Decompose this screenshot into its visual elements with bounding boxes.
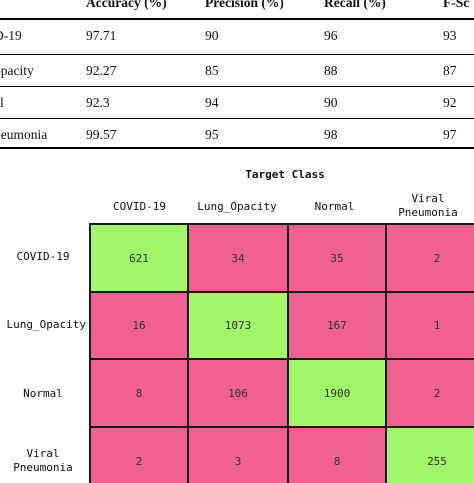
matrix-cell: 1900 — [287, 358, 387, 428]
metrics-table: Accuracy (%) Precision (%) Recall (%) F-… — [0, 0, 474, 150]
matrix-cell-value: 2 — [433, 251, 441, 265]
row-divider — [0, 86, 474, 87]
column-label-normal: Normal — [314, 200, 355, 213]
table-top-rule — [0, 18, 474, 20]
column-label-viral-pneumonia: Viral Pneumonia — [382, 192, 474, 220]
covid-accuracy: 97.71 — [86, 28, 117, 43]
matrix-cell-value: 16 — [132, 319, 146, 332]
header-accuracy: Accuracy (%) — [86, 0, 167, 10]
matrix-cell: 3 — [187, 426, 289, 483]
normal-precision: 94 — [205, 95, 219, 110]
header-precision: Precision (%) — [205, 0, 284, 10]
viral-pneumonia-accuracy: 99.57 — [86, 127, 117, 142]
matrix-cell-value: 8 — [135, 386, 143, 400]
row-label-lung-opacity: opacity — [0, 63, 34, 78]
row-label-normal: al — [0, 95, 4, 110]
normal-fscore: 92 — [443, 95, 457, 110]
row-label-normal-cm: Normal — [23, 387, 63, 400]
matrix-cell-value: 1 — [433, 319, 441, 332]
matrix-cell: 1073 — [187, 291, 289, 360]
row-label-viral-pneumonia: neumonia — [0, 127, 48, 142]
covid-fscore: 93 — [443, 28, 457, 43]
matrix-cell-value: 255 — [427, 454, 447, 468]
viral-pneumonia-fscore: 97 — [443, 127, 457, 142]
column-label-covid: COVID-19 — [113, 200, 166, 213]
confusion-matrix-title: Target Class — [245, 168, 325, 181]
table-bottom-rule — [0, 147, 474, 149]
row-label-covid: D-19 — [0, 28, 22, 43]
matrix-cell-value: 1073 — [224, 319, 252, 332]
matrix-cell-value: 106 — [228, 386, 248, 400]
normal-recall: 90 — [324, 95, 338, 110]
matrix-cell: 8 — [89, 358, 189, 428]
matrix-cell: 167 — [287, 291, 387, 360]
viral-pneumonia-recall: 98 — [324, 127, 338, 142]
lung-opacity-fscore: 87 — [443, 63, 457, 78]
row-divider — [0, 118, 474, 119]
row-label-lung-opacity-cm: Lung_Opacity — [0, 318, 86, 332]
covid-precision: 90 — [205, 28, 219, 43]
matrix-cell-value: 2 — [433, 386, 441, 400]
header-fscore: F-Sc — [443, 0, 470, 10]
matrix-cell-value: 8 — [333, 454, 341, 468]
matrix-cell: 255 — [385, 426, 474, 483]
row-label-covid-cm: COVID-19 — [16, 250, 70, 263]
matrix-cell: 1 — [385, 291, 474, 360]
header-recall: Recall (%) — [324, 0, 386, 10]
matrix-cell-value: 34 — [231, 251, 245, 265]
viral-pneumonia-precision: 95 — [205, 127, 219, 142]
covid-recall: 96 — [324, 28, 338, 43]
matrix-cell: 8 — [287, 426, 387, 483]
matrix-cell: 106 — [187, 358, 289, 428]
matrix-cell: 34 — [187, 223, 289, 293]
matrix-cell-value: 1900 — [323, 386, 351, 400]
matrix-cell: 35 — [287, 223, 387, 293]
lung-opacity-recall: 88 — [324, 63, 338, 78]
column-label-lung-opacity: Lung_Opacity — [197, 200, 277, 213]
matrix-cell-value: 3 — [234, 454, 242, 468]
normal-accuracy: 92.3 — [86, 95, 110, 110]
matrix-cell-value: 35 — [330, 251, 344, 265]
column-label-viral-pneumonia-text: Viral Pneumonia — [398, 192, 458, 219]
row-label-viral-pneumonia-cm-text: Viral Pneumonia — [13, 447, 73, 474]
matrix-cell: 16 — [89, 291, 189, 360]
row-label-lung-opacity-cm-text: Lung_Opacity — [6, 318, 86, 331]
row-label-viral-pneumonia-cm: Viral Pneumonia — [0, 447, 86, 475]
matrix-cell: 621 — [89, 223, 189, 293]
lung-opacity-precision: 85 — [205, 63, 219, 78]
matrix-cell-value: 621 — [129, 251, 149, 265]
row-divider — [0, 54, 474, 55]
matrix-cell-value: 167 — [327, 319, 347, 332]
matrix-cell: 2 — [385, 358, 474, 428]
matrix-cell: 2 — [89, 426, 189, 483]
confusion-matrix-grid: 621 34 35 2 16 1073 167 1 8 106 1900 2 2 3 8 255 — [89, 223, 474, 483]
lung-opacity-accuracy: 92.27 — [86, 63, 117, 78]
matrix-cell-value: 2 — [135, 454, 143, 468]
matrix-cell: 2 — [385, 223, 474, 293]
